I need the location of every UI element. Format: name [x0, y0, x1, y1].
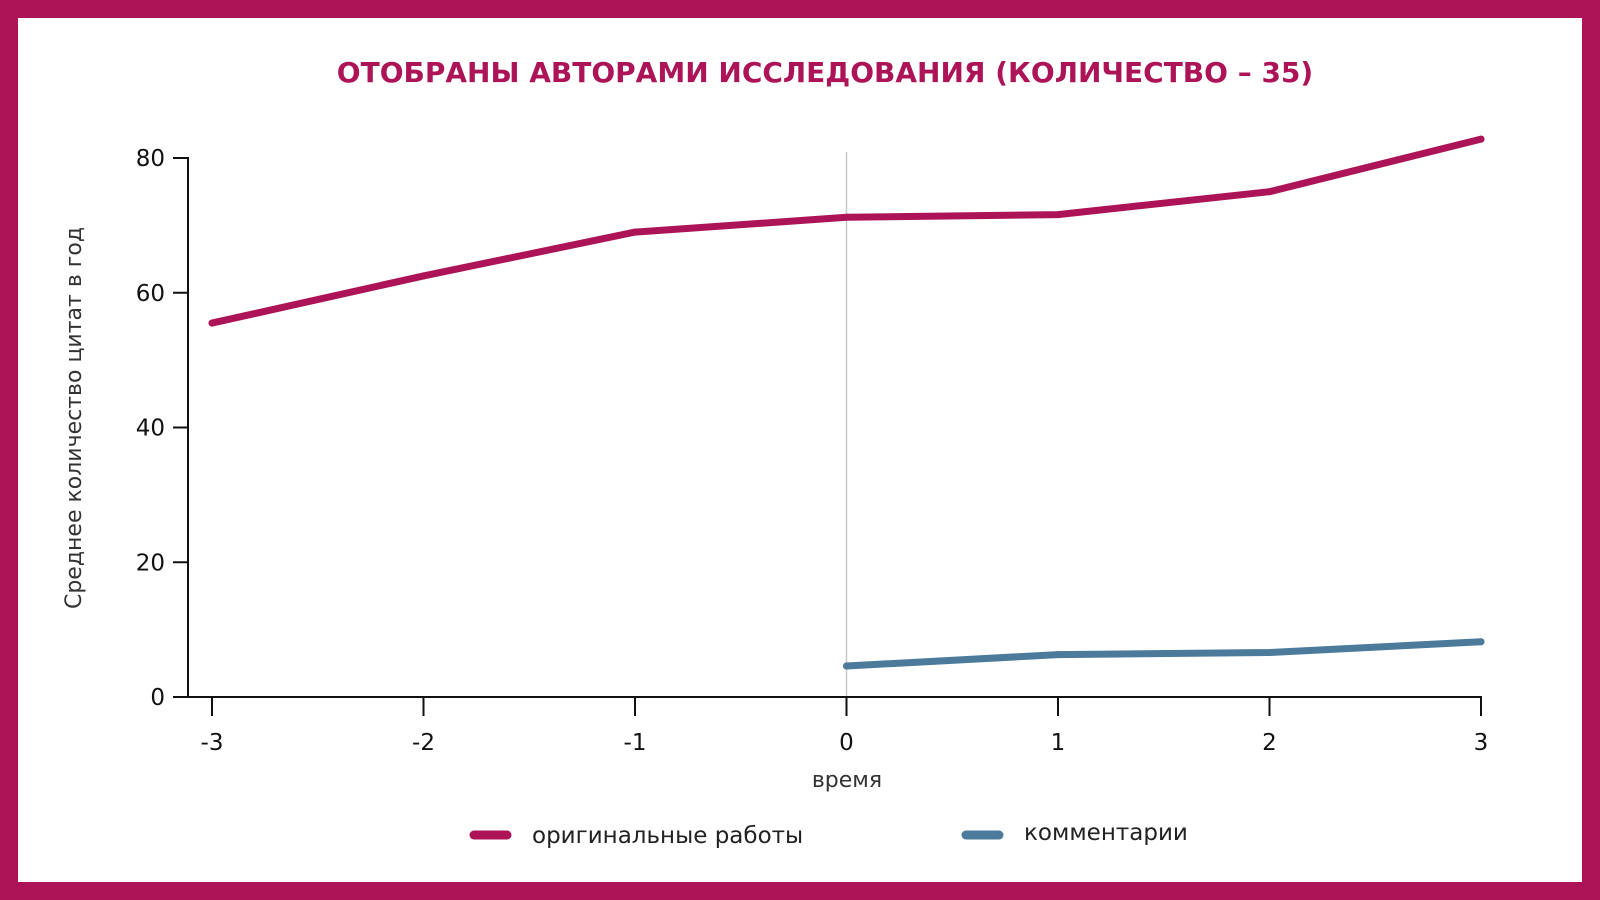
data-point — [1266, 649, 1273, 657]
y-tick-label: 80 — [136, 146, 165, 172]
data-point — [843, 213, 850, 221]
x-tick-label: -2 — [412, 730, 435, 756]
data-point — [843, 662, 850, 670]
legend: оригинальные работы комментарии — [469, 820, 1188, 849]
x-tick-label: -1 — [624, 730, 647, 756]
y-tick-label: 0 — [150, 685, 165, 711]
data-point — [1054, 211, 1062, 219]
y-tick-label: 40 — [136, 416, 165, 442]
legend-label-comments: комментарии — [1024, 820, 1188, 846]
data-point — [1054, 651, 1062, 659]
data-point — [631, 228, 639, 236]
data-point — [1477, 135, 1485, 143]
y-tick-label: 20 — [136, 550, 165, 576]
data-point — [1477, 638, 1485, 646]
data-point — [208, 319, 216, 327]
axes: -3 -2 -1 0 1 2 3 0 20 40 60 80 — [136, 146, 1489, 756]
x-axis-label: время — [812, 768, 882, 793]
y-axis-label: Среднее количество цитат в год — [62, 227, 87, 609]
series-line-comments — [843, 638, 1485, 670]
legend-label-original-works: оригинальные работы — [532, 823, 803, 849]
x-tick-label: 1 — [1051, 730, 1066, 756]
x-tick-label: 3 — [1474, 730, 1489, 756]
chart-title: ОТОБРАНЫ АВТОРАМИ ИССЛЕДОВАНИЯ (КОЛИЧЕСТ… — [337, 56, 1313, 89]
series-layer — [208, 135, 1485, 670]
data-point — [1266, 188, 1273, 196]
x-tick-label: 2 — [1262, 730, 1277, 756]
x-tick-label: 0 — [839, 730, 854, 756]
y-tick-label: 60 — [136, 281, 165, 307]
data-point — [420, 272, 427, 280]
x-tick-label: -3 — [201, 730, 224, 756]
